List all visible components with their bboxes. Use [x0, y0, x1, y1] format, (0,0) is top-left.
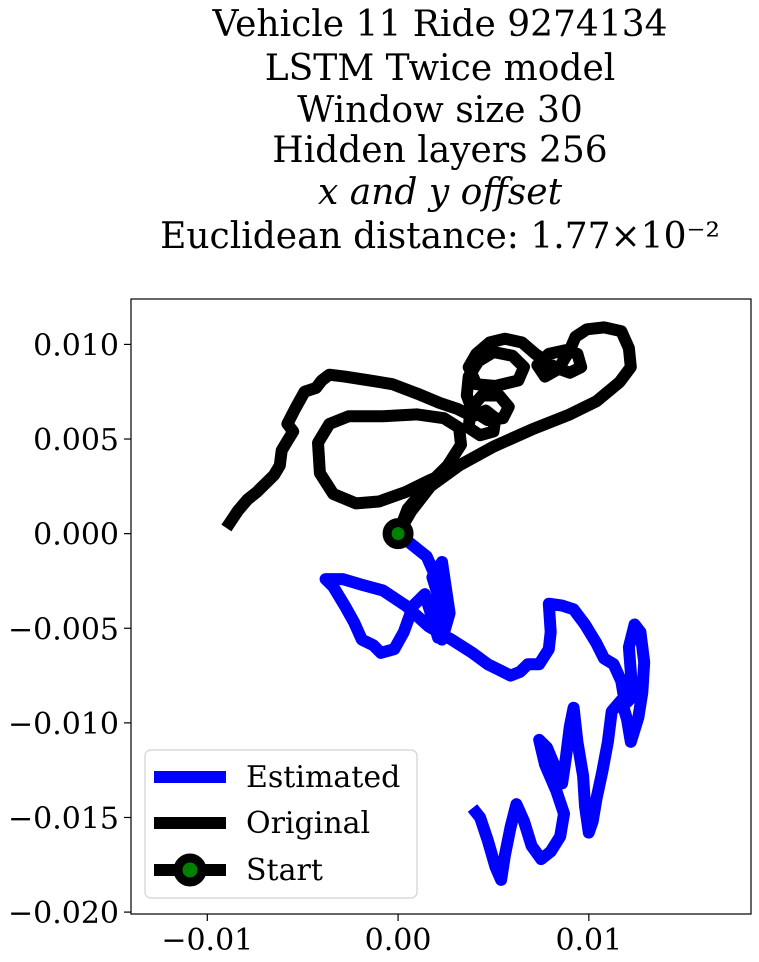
axes-frame: [130, 298, 752, 915]
series-line-estimated: [319, 528, 651, 886]
legend-start-marker: [173, 853, 207, 887]
series-line-original-loop: [312, 408, 467, 536]
x-tick-label: 0.00: [365, 923, 432, 958]
y-axis: 0.010 0.005 0.000 −0.005 −0.010 −0.015 −0.020: [8, 328, 131, 931]
x-tick-label: −0.01: [161, 923, 253, 958]
start-marker: [382, 518, 414, 550]
y-tick-label: 0.005: [33, 423, 119, 458]
y-tick-label: −0.005: [8, 612, 119, 647]
title-line-3: Window size 30: [297, 90, 583, 131]
legend-box: [144, 749, 418, 899]
y-tick-label: 0.010: [33, 328, 119, 363]
title-line-5: x and y offset: [318, 172, 563, 213]
title-line-6: Euclidean distance: 1.77×10⁻²: [160, 216, 720, 257]
y-tick-label: 0.000: [33, 518, 119, 553]
legend-label-original: Original: [246, 806, 370, 841]
legend: Estimated Original Start: [144, 749, 418, 899]
title-line-2: LSTM Twice model: [265, 48, 616, 89]
chart-title: Vehicle 11 Ride 9274134 LSTM Twice model…: [160, 4, 720, 257]
series-line-original: [221, 321, 637, 537]
x-axis: −0.01 0.00 0.01: [161, 914, 622, 958]
legend-label-estimated: Estimated: [246, 760, 400, 795]
y-tick-label: −0.015: [8, 801, 119, 836]
y-tick-label: −0.020: [8, 896, 119, 931]
legend-label-start: Start: [246, 853, 323, 888]
y-tick-label: −0.010: [8, 707, 119, 742]
series-layer: [221, 321, 651, 886]
title-line-1: Vehicle 11 Ride 9274134: [211, 4, 667, 45]
x-tick-label: 0.01: [555, 923, 622, 958]
plot-area: −0.01 0.00 0.01 0.010 0.005 0.000 −0.005 −0.01…: [8, 298, 752, 958]
title-line-4: Hidden layers 256: [272, 130, 607, 171]
